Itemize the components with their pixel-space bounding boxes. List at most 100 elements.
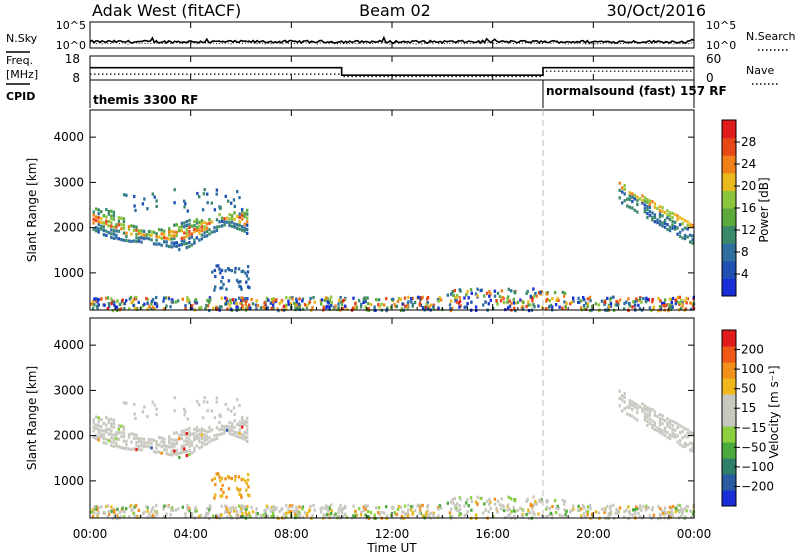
velocity-cell	[673, 421, 677, 425]
power-cell	[512, 297, 515, 301]
velocity-cell	[676, 434, 679, 438]
velocity-cell	[122, 439, 126, 443]
power-cell	[327, 301, 331, 305]
colorbar-tick-label: 24	[741, 157, 756, 171]
power-cell	[238, 196, 241, 200]
velocity-cell	[474, 513, 478, 517]
power-cell	[224, 269, 227, 273]
velocity-cell	[117, 437, 121, 441]
power-cell	[294, 304, 297, 309]
power-cell	[132, 224, 136, 229]
power-cell	[466, 290, 469, 294]
power-cell	[180, 243, 183, 247]
velocity-cell	[641, 406, 644, 411]
velocity-cell	[230, 428, 234, 432]
velocity-cell	[233, 430, 236, 434]
velocity-cell	[330, 503, 333, 507]
velocity-cell	[653, 413, 657, 417]
velocity-cell	[107, 510, 111, 514]
velocity-cell	[246, 435, 249, 440]
power-cell	[226, 307, 229, 311]
velocity-cell	[143, 405, 146, 409]
power-cell	[218, 225, 221, 229]
velocity-cell	[235, 513, 238, 517]
velocity-cell	[213, 438, 216, 442]
velocity-cell	[507, 514, 510, 518]
power-cell	[330, 304, 333, 308]
power-cell	[666, 216, 669, 220]
power-cell	[198, 195, 201, 199]
power-cell	[95, 215, 98, 219]
power-cell	[401, 302, 404, 306]
velocity-cell	[527, 511, 530, 515]
power-cell	[469, 288, 473, 292]
power-cell	[674, 298, 677, 302]
power-cell	[608, 305, 611, 309]
velocity-cell	[344, 512, 347, 516]
velocity-cell	[282, 512, 286, 516]
power-cell	[606, 296, 609, 300]
power-cell	[205, 226, 209, 230]
power-cell	[115, 225, 118, 229]
colorbar-tick-label: 16	[741, 201, 756, 215]
power-cell	[664, 304, 667, 308]
power-cell	[621, 201, 624, 205]
power-cell	[198, 306, 201, 310]
power-cell	[137, 300, 140, 304]
velocity-cell	[651, 508, 654, 512]
velocity-cell	[184, 512, 187, 516]
power-cell	[691, 241, 694, 245]
velocity-cell	[291, 505, 294, 509]
velocity-cell	[143, 510, 146, 514]
velocity-cell	[176, 507, 180, 511]
velocity-cell	[106, 515, 109, 519]
velocity-cell	[200, 441, 204, 445]
velocity-cell	[221, 494, 224, 498]
power-cell	[406, 304, 409, 308]
velocity-cell	[137, 508, 140, 512]
velocity-cell	[175, 452, 178, 456]
ytick-label: 4000	[53, 130, 84, 144]
power-cell	[242, 269, 245, 273]
nave-label: Nave	[746, 64, 774, 77]
ytick-label: 2000	[53, 221, 84, 235]
power-cell	[666, 213, 669, 217]
velocity-cell	[643, 404, 647, 408]
power-cell	[110, 224, 113, 228]
velocity-cell	[163, 444, 166, 448]
power-cell	[631, 192, 634, 196]
velocity-cell	[309, 504, 312, 508]
power-cell	[176, 299, 180, 303]
velocity-cell	[102, 422, 105, 426]
velocity-cell	[178, 433, 181, 438]
velocity-cell	[339, 508, 343, 512]
power-cell	[591, 304, 594, 308]
velocity-cell	[168, 438, 171, 442]
power-cell	[465, 305, 468, 309]
power-cell	[236, 190, 239, 194]
power-cell	[663, 221, 667, 225]
power-cell	[125, 231, 128, 235]
velocity-cell	[618, 404, 621, 408]
velocity-cell	[183, 407, 186, 411]
velocity-cell	[107, 432, 110, 436]
velocity-cell	[527, 517, 531, 521]
velocity-cell	[671, 504, 675, 509]
power-cell	[403, 296, 407, 300]
velocity-cell	[691, 431, 694, 435]
power-cell	[115, 223, 118, 227]
power-cell	[117, 219, 121, 223]
power-cell	[684, 307, 688, 311]
power-cell	[140, 240, 143, 244]
power-cell	[206, 201, 209, 205]
power-cell	[238, 227, 241, 231]
power-cell	[532, 287, 535, 291]
velocity-cell	[295, 505, 298, 509]
power-cell	[248, 303, 251, 307]
velocity-cell	[311, 513, 314, 518]
velocity-cell	[234, 506, 237, 510]
power-cell	[215, 188, 219, 192]
power-cell	[145, 296, 148, 301]
power-cell	[364, 296, 367, 300]
velocity-cell	[656, 426, 659, 430]
